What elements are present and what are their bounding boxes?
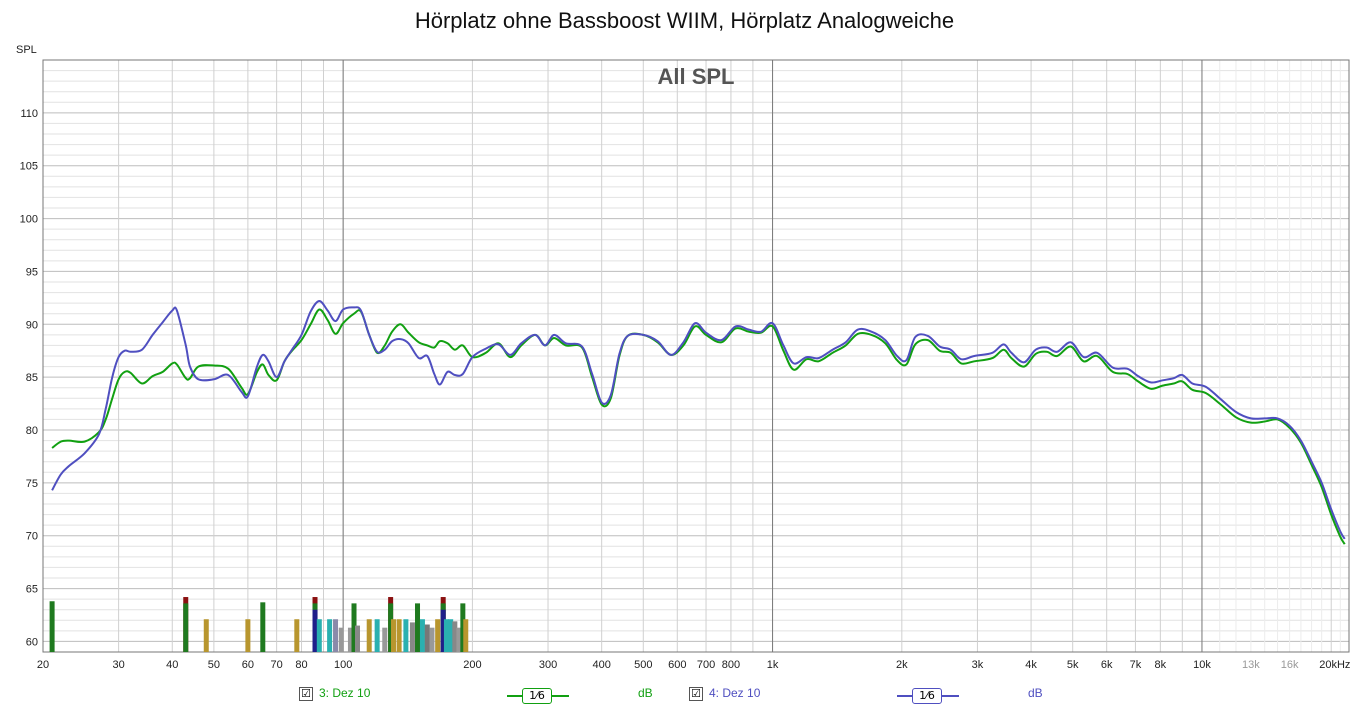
- decay-bar: [443, 619, 449, 652]
- x-tick-label: 700: [697, 659, 715, 671]
- decay-bar: [366, 619, 372, 652]
- decay-bar: [382, 627, 388, 652]
- x-tick-label: 7k: [1130, 659, 1142, 671]
- x-tick-label: 2k: [896, 659, 908, 671]
- decay-bar: [409, 622, 415, 652]
- decay-bar: [452, 621, 458, 652]
- decay-bar: [327, 619, 333, 652]
- x-tick-label: 600: [668, 659, 686, 671]
- decay-bar: [294, 619, 300, 652]
- decay-bar: [312, 609, 318, 652]
- x-tick-label: 800: [722, 659, 740, 671]
- x-tick-label: 20: [37, 659, 49, 671]
- decay-bar: [245, 619, 251, 652]
- x-tick-label: 13k: [1242, 659, 1260, 671]
- y-tick-label: 75: [26, 478, 38, 490]
- x-tick-label: 40: [166, 659, 178, 671]
- x-tick-label: 3k: [972, 659, 984, 671]
- y-tick-label: 80: [26, 425, 38, 437]
- x-tick-label: 20kHz: [1319, 659, 1350, 671]
- y-tick-label: 105: [20, 161, 38, 173]
- series2-smoothing-button[interactable]: 1⁄6: [912, 688, 942, 704]
- series1-label: 3: Dez 10: [319, 686, 371, 700]
- series1-smoothing-button[interactable]: 1⁄6: [522, 688, 552, 704]
- plot-title: All SPL: [657, 64, 734, 89]
- series2-checkbox[interactable]: ☑: [689, 687, 703, 701]
- x-tick-label: 10k: [1193, 659, 1211, 671]
- decay-bar: [435, 619, 441, 652]
- series2-unit: dB: [1028, 686, 1043, 700]
- y-tick-label: 70: [26, 531, 38, 543]
- decay-bar: [403, 619, 409, 652]
- decay-bar: [347, 627, 353, 652]
- spl-chart: All SPL SPL 60 65 70 75 80 85 90 95 100 105 110 20 30 4…: [16, 44, 1350, 671]
- y-tick-label: 85: [26, 372, 38, 384]
- x-tick-label: 5k: [1067, 659, 1079, 671]
- decay-bar: [316, 619, 322, 652]
- series-line-1: [51, 308, 1346, 545]
- decay-bar: [49, 601, 55, 652]
- decay-bar: [396, 619, 402, 652]
- decay-bar: [338, 627, 344, 652]
- decay-bar: [351, 603, 357, 652]
- decay-bar: [460, 603, 466, 652]
- x-tick-label: 500: [634, 659, 652, 671]
- decay-bar: [203, 619, 209, 652]
- decay-bar: [354, 625, 360, 652]
- y-tick-label: 60: [26, 636, 38, 648]
- decay-bar: [260, 602, 266, 652]
- decay-bar: [374, 619, 380, 652]
- y-tick-label: 110: [20, 108, 38, 120]
- x-tick-label: 50: [208, 659, 220, 671]
- series2-label: 4: Dez 10: [709, 686, 761, 700]
- x-tick-label: 80: [295, 659, 307, 671]
- x-tick-label: 8k: [1155, 659, 1167, 671]
- decay-bar: [463, 619, 469, 652]
- x-tick-label: 16k: [1281, 659, 1299, 671]
- y-tick-label: 65: [26, 584, 38, 596]
- plot-border: [42, 59, 1350, 653]
- y-tick-label: 100: [20, 214, 38, 226]
- decay-bar: [419, 619, 425, 652]
- decay-bar: [391, 619, 397, 652]
- decay-bar: [429, 627, 435, 652]
- y-tick-label: 90: [26, 319, 38, 331]
- x-tick-label: 6k: [1101, 659, 1113, 671]
- y-tick-label: 95: [26, 266, 38, 278]
- x-tick-label: 70: [271, 659, 283, 671]
- decay-bar: [440, 609, 446, 652]
- series1-unit: dB: [638, 686, 653, 700]
- y-axis-label: SPL: [16, 44, 37, 56]
- x-tick-label: 300: [539, 659, 557, 671]
- x-tick-label: 400: [592, 659, 610, 671]
- x-tick-label: 30: [112, 659, 124, 671]
- decay-bar: [333, 619, 339, 652]
- decay-bar: [183, 603, 189, 652]
- x-tick-label: 200: [463, 659, 481, 671]
- decay-bar: [456, 627, 462, 652]
- decay-bar: [415, 603, 421, 652]
- series1-checkbox[interactable]: ☑: [299, 687, 313, 701]
- decay-bar: [448, 619, 454, 652]
- x-tick-label: 60: [242, 659, 254, 671]
- series-line-2: [51, 300, 1346, 540]
- x-tick-label: 100: [334, 659, 352, 671]
- chart-title: Hörplatz ohne Bassboost WIIM, Hörplatz A…: [414, 8, 955, 33]
- x-tick-label: 4k: [1025, 659, 1037, 671]
- decay-bar: [388, 603, 394, 652]
- decay-bar: [424, 624, 430, 652]
- x-tick-label: 1k: [767, 659, 779, 671]
